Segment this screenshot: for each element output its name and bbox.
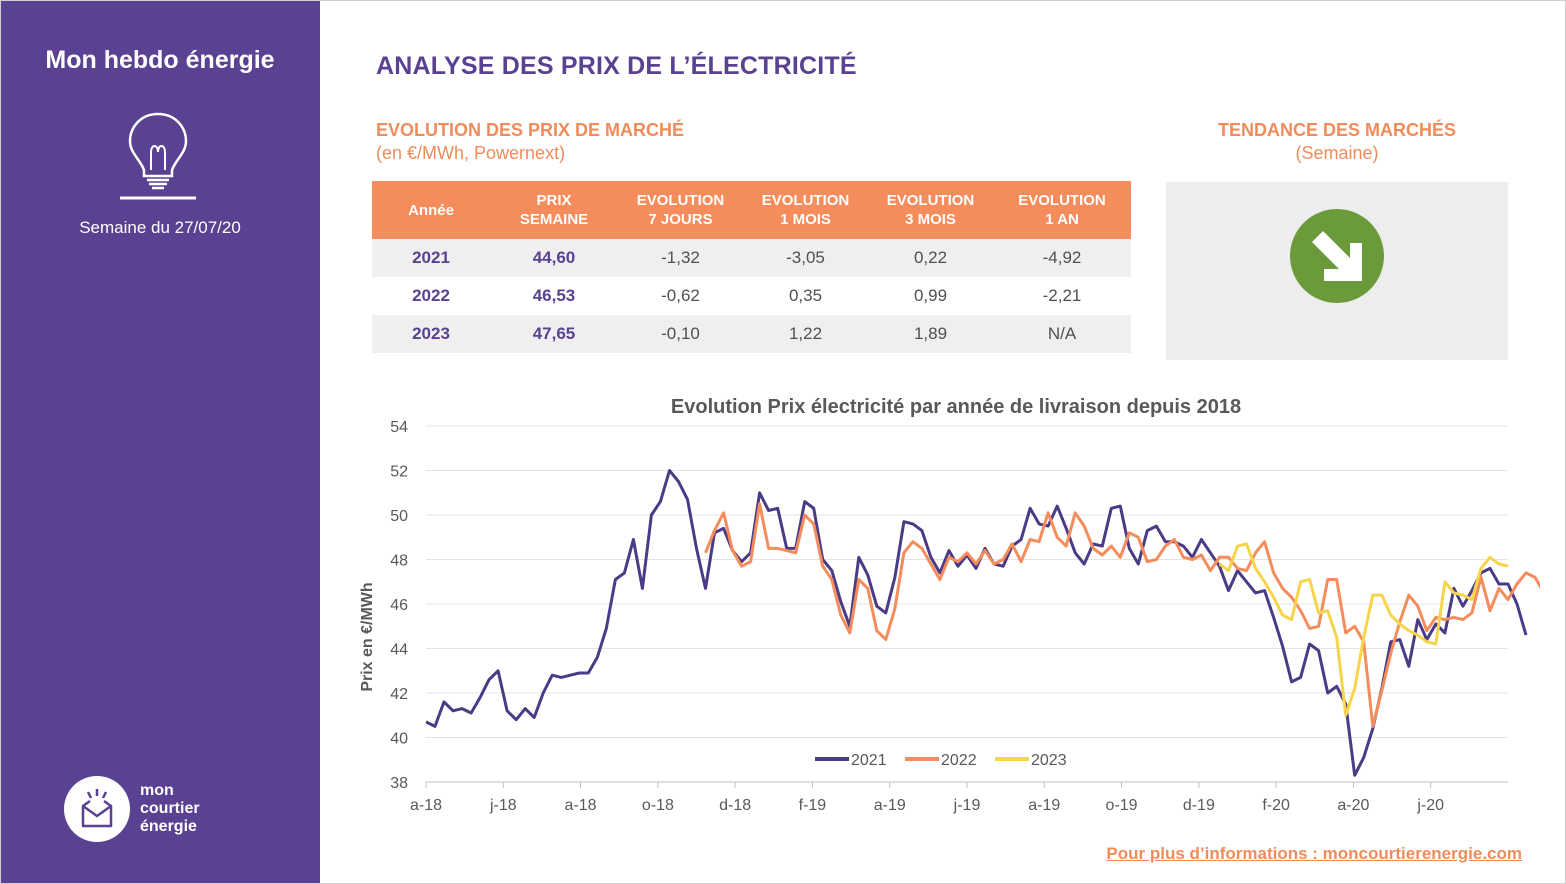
brand-word: énergie bbox=[140, 818, 197, 835]
y-tick-label: 54 bbox=[390, 419, 408, 436]
cell-price: 44,60 bbox=[490, 239, 618, 277]
y-tick-label: 40 bbox=[390, 731, 408, 748]
page-title: ANALYSE DES PRIX DE L’ÉLECTRICITÉ bbox=[376, 52, 857, 80]
y-tick-label: 52 bbox=[390, 464, 408, 481]
y-axis-label: Prix en €/MWh bbox=[359, 582, 376, 691]
cell-value: -0,62 bbox=[661, 286, 700, 305]
cell-value: -1,32 bbox=[618, 239, 743, 277]
cell-value: -0,10 bbox=[618, 315, 743, 353]
brand-name: mon courtier énergie bbox=[140, 782, 200, 836]
chart-grid bbox=[426, 425, 1508, 783]
x-tick-label: d-19 bbox=[1183, 797, 1215, 814]
cell-price: 46,53 bbox=[532, 286, 576, 305]
table-header-row: Année PRIX SEMAINE EVOLUTION 7 JOURS EVO… bbox=[372, 181, 1131, 239]
x-tick-label: f-19 bbox=[799, 797, 827, 814]
market-title: EVOLUTION DES PRIX DE MARCHÉ bbox=[376, 120, 685, 140]
y-ticks: 38 40 42 44 46 48 50 52 54 bbox=[390, 419, 408, 792]
series-line-2022 bbox=[704, 502, 1546, 728]
price-chart: Evolution Prix électricité par année de … bbox=[350, 380, 1546, 830]
y-tick-label: 48 bbox=[390, 553, 408, 570]
cell-year: 2023 bbox=[372, 315, 490, 353]
cell-value: 1,89 bbox=[868, 315, 993, 353]
column-header: Année bbox=[372, 181, 490, 239]
sidebar-title: Mon hebdo énergie bbox=[45, 46, 275, 74]
x-tick-label: a-19 bbox=[874, 797, 906, 814]
y-tick-label: 44 bbox=[390, 642, 408, 659]
column-header: EVOLUTION 1 MOIS bbox=[743, 181, 868, 239]
cell-value: -4,92 bbox=[993, 239, 1131, 277]
y-tick-label: 46 bbox=[390, 597, 408, 614]
table-row: 2021 44,60 -1,32 -3,05 0,22 -4,92 bbox=[372, 239, 1131, 277]
trend-subtitle: (Semaine) bbox=[1295, 143, 1379, 163]
y-tick-label: 50 bbox=[390, 508, 408, 525]
x-tick-label: j-19 bbox=[953, 797, 981, 814]
column-header: EVOLUTION 3 MOIS bbox=[868, 181, 993, 239]
y-tick-label: 38 bbox=[390, 775, 408, 792]
x-tick-label: a-20 bbox=[1337, 797, 1369, 814]
legend-label: 2022 bbox=[941, 752, 977, 769]
x-tick-label: a-18 bbox=[565, 797, 597, 814]
cell-value: 1,22 bbox=[743, 315, 868, 353]
cell-value: 0,35 bbox=[788, 286, 823, 305]
table-row: 2022 46,53 -0,62 0,35 0,99 -2,21 bbox=[372, 277, 1131, 315]
column-header: PRIX SEMAINE bbox=[490, 181, 618, 239]
envelope-icon bbox=[64, 776, 130, 842]
cell-year: 2021 bbox=[372, 239, 490, 277]
chart-lines bbox=[425, 469, 1546, 777]
cell-value: N/A bbox=[993, 315, 1131, 353]
price-table: Année PRIX SEMAINE EVOLUTION 7 JOURS EVO… bbox=[372, 181, 1131, 353]
market-subtitle: (en €/MWh, Powernext) bbox=[376, 143, 566, 163]
x-ticks: a-18 j-18 a-18 o-18 d-18 f-19 a-19 j-19 a-19 o-19… bbox=[410, 782, 1444, 814]
x-tick-label: a-18 bbox=[410, 797, 442, 814]
legend-label: 2021 bbox=[851, 752, 887, 769]
cell-year: 2022 bbox=[412, 286, 450, 305]
cell-value: 0,99 bbox=[913, 286, 948, 305]
series-line-2023 bbox=[1218, 542, 1509, 717]
lightbulb-icon bbox=[118, 108, 198, 200]
chart-svg: Evolution Prix électricité par année de … bbox=[359, 396, 1546, 814]
cell-value: 0,22 bbox=[868, 239, 993, 277]
brand-word: mon bbox=[140, 782, 174, 799]
x-tick-label: a-19 bbox=[1028, 797, 1060, 814]
trend-title: TENDANCE DES MARCHÉS bbox=[1217, 120, 1457, 140]
series-line-2021 bbox=[425, 469, 1528, 777]
info-link[interactable]: Pour plus d’informations : moncourtieren… bbox=[1106, 844, 1522, 863]
trend-box bbox=[1166, 182, 1508, 360]
brand-word: courtier bbox=[140, 800, 200, 817]
chart-title: Evolution Prix électricité par année de … bbox=[671, 396, 1241, 418]
x-tick-label: d-18 bbox=[719, 797, 751, 814]
sidebar: Mon hebdo énergie Semaine du 27/07/20 mo… bbox=[0, 0, 320, 884]
x-tick-label: j-20 bbox=[1416, 797, 1444, 814]
cell-price: 47,65 bbox=[490, 315, 618, 353]
x-tick-label: f-20 bbox=[1262, 797, 1290, 814]
chart-legend: 2021 2022 2023 bbox=[815, 752, 1067, 769]
table-row: 2023 47,65 -0,10 1,22 1,89 N/A bbox=[372, 315, 1131, 353]
x-tick-label: o-18 bbox=[642, 797, 674, 814]
cell-value: -3,05 bbox=[743, 239, 868, 277]
column-header: EVOLUTION 7 JOURS bbox=[618, 181, 743, 239]
x-tick-label: o-19 bbox=[1106, 797, 1138, 814]
cell-value: -2,21 bbox=[1042, 286, 1082, 305]
down-right-arrow-icon bbox=[1290, 209, 1384, 303]
y-tick-label: 42 bbox=[390, 686, 408, 703]
x-tick-label: j-18 bbox=[489, 797, 517, 814]
week-date: Semaine du 27/07/20 bbox=[79, 218, 241, 237]
column-header: EVOLUTION 1 AN bbox=[993, 181, 1131, 239]
legend-label: 2023 bbox=[1031, 752, 1067, 769]
brand-logo: mon courtier énergie bbox=[64, 776, 264, 846]
